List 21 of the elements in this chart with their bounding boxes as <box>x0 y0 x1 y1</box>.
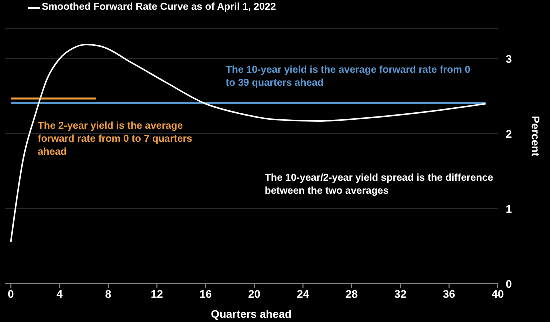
x-tick-label: 28 <box>346 288 358 301</box>
y-tick-label: 0 <box>506 278 512 291</box>
y-tick-label: 1 <box>506 204 512 216</box>
x-tick-label: 24 <box>297 288 310 301</box>
y-tick-label: 3 <box>506 54 512 66</box>
x-tick-label: 20 <box>248 288 261 301</box>
x-tick-label: 16 <box>200 288 212 301</box>
x-tick-label: 4 <box>56 288 64 301</box>
legend-label: Smoothed Forward Rate Curve as of April 1, 2022 <box>42 2 276 13</box>
x-tick-label: 8 <box>105 288 112 301</box>
x-tick-label: 32 <box>394 288 407 301</box>
annotation: The 10-year/2-year yield spread is the difference between the two averages <box>265 172 494 198</box>
annotation: The 2-year yield is the average forward rate from 0 to 7 quarters ahead <box>38 120 194 159</box>
y-tick-label: 2 <box>506 128 512 141</box>
annotation: The 10-year yield is the average forward rate from 0 to 39 quarters ahead <box>226 64 471 90</box>
x-tick-label: 0 <box>8 288 14 301</box>
x-tick-label: 36 <box>443 288 456 301</box>
x-axis-title: Quarters ahead <box>211 309 292 321</box>
x-tick-label: 40 <box>492 288 504 301</box>
x-tick-label: 12 <box>151 288 164 301</box>
y-axis-title: Percent <box>529 116 542 157</box>
